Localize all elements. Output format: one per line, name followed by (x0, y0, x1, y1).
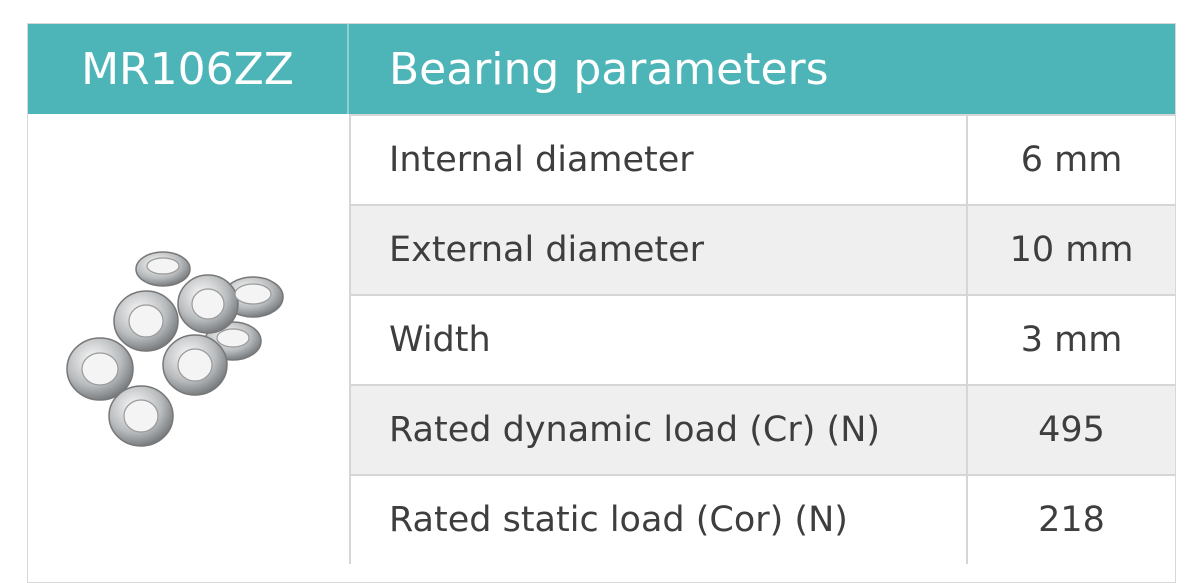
spec-table: MR106ZZ Bearing parameters (27, 23, 1176, 583)
table-row: Rated dynamic load (Cr) (N)495 (349, 384, 1175, 474)
parameter-value: 10 mm (968, 206, 1175, 294)
parameter-value: 495 (968, 386, 1175, 474)
parameter-name: Width (351, 296, 968, 384)
product-image (28, 114, 349, 583)
bearings-illustration (28, 114, 349, 583)
parameter-value: 3 mm (968, 296, 1175, 384)
page: MR106ZZ Bearing parameters (0, 0, 1192, 552)
parameter-name: Internal diameter (351, 116, 968, 204)
parameter-name: External diameter (351, 206, 968, 294)
parameter-name: Rated dynamic load (Cr) (N) (351, 386, 968, 474)
model-header: MR106ZZ (28, 24, 349, 114)
parameter-value: 6 mm (968, 116, 1175, 204)
table-row: Rated static load (Cor) (N)218 (349, 474, 1175, 564)
parameter-name: Rated static load (Cor) (N) (351, 476, 968, 564)
table-title: Bearing parameters (349, 24, 1175, 114)
parameter-value: 218 (968, 476, 1175, 564)
